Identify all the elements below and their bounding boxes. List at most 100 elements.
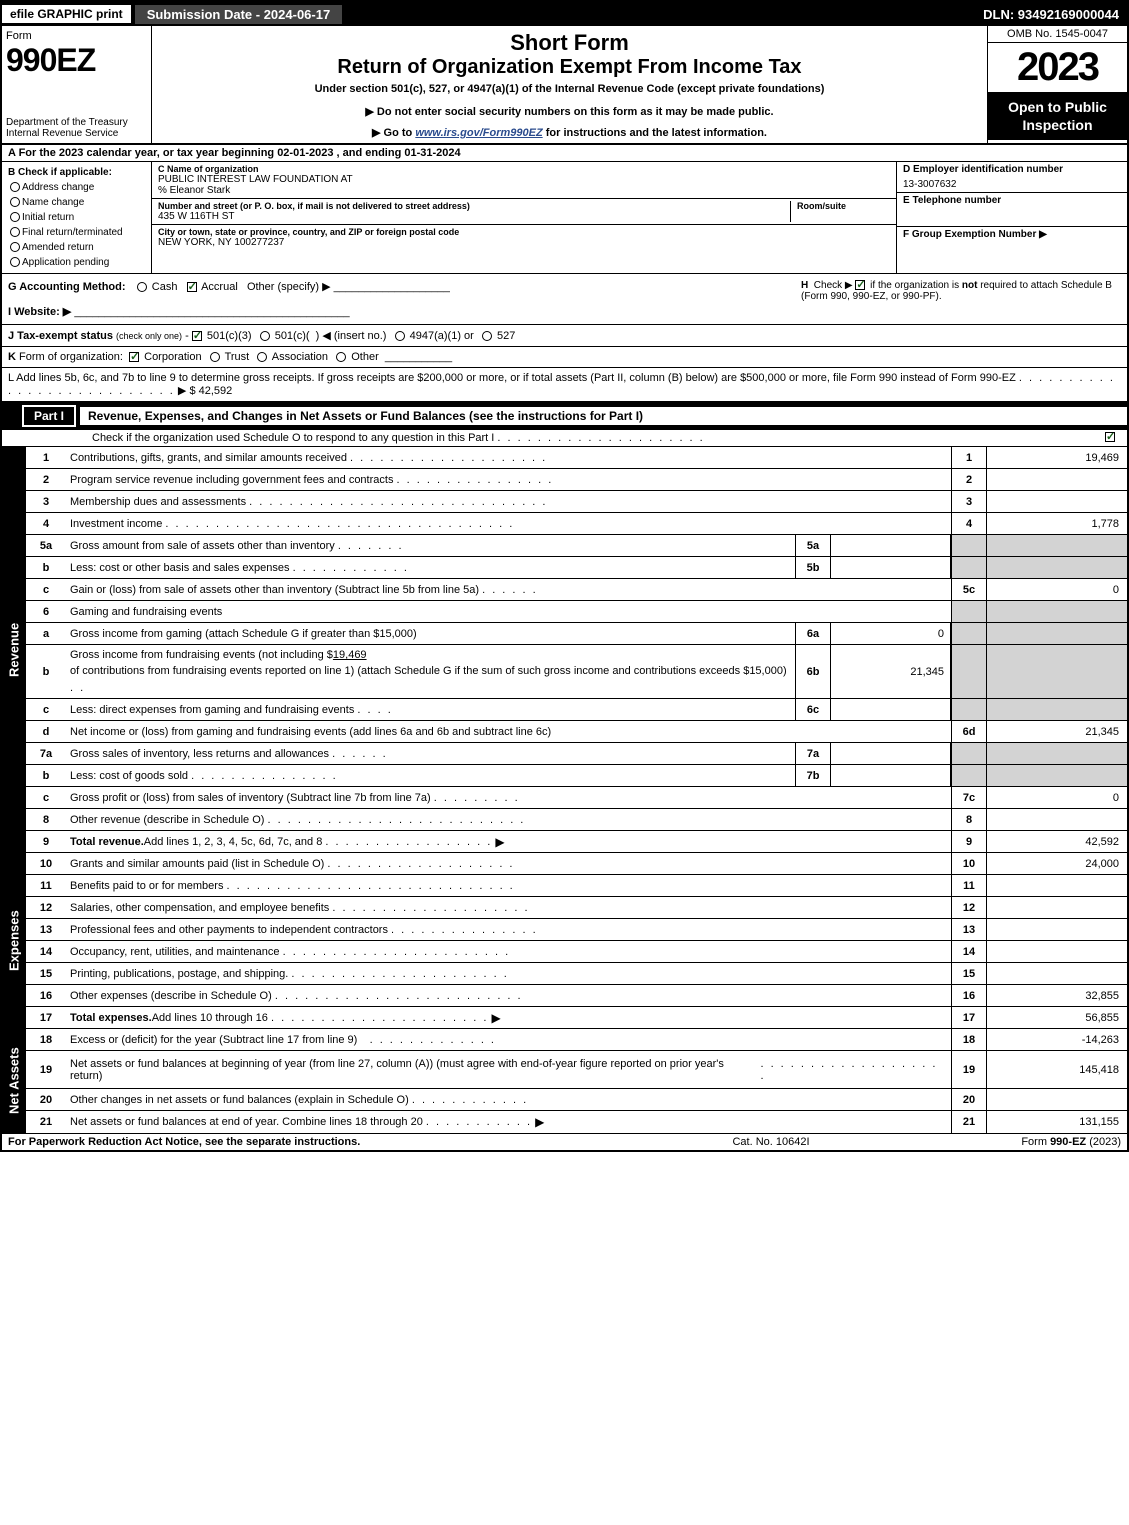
line-5a-subval	[831, 535, 951, 556]
application-pending-checkbox[interactable]	[10, 257, 20, 267]
line-6b-key-shade	[951, 645, 987, 698]
line-6c-key-shade	[951, 699, 987, 720]
form-number: 990EZ	[6, 42, 147, 79]
efile-print-button[interactable]: efile GRAPHIC print	[2, 5, 131, 23]
form-identifier: Form 990-EZ (2023)	[921, 1136, 1121, 1148]
c-name-label: C Name of organization	[158, 164, 890, 174]
line-7b: bLess: cost of goods sold . . . . . . . …	[26, 765, 1127, 787]
form-title-block: Short Form Return of Organization Exempt…	[152, 26, 987, 143]
501c-checkbox[interactable]	[260, 331, 270, 341]
line-7a-key-shade	[951, 743, 987, 764]
line-5b-num: b	[26, 557, 66, 578]
ein-value: 13-3007632	[897, 177, 1127, 192]
line-5c-num: c	[26, 579, 66, 600]
accrual-checkbox[interactable]	[187, 282, 197, 292]
address-change-checkbox[interactable]	[10, 182, 20, 192]
line-6b-val-shade	[987, 645, 1127, 698]
association-checkbox[interactable]	[257, 352, 267, 362]
cash-radio[interactable]	[137, 282, 147, 292]
line-6b: bGross income from fundraising events (n…	[26, 645, 1127, 699]
line-7c-num: c	[26, 787, 66, 808]
return-title: Return of Organization Exempt From Incom…	[160, 56, 979, 79]
line-6c-num: c	[26, 699, 66, 720]
line-16-val: 32,855	[987, 985, 1127, 1006]
line-15: 15Printing, publications, postage, and s…	[26, 963, 1127, 985]
line-21-desc: Net assets or fund balances at end of ye…	[70, 1116, 423, 1128]
line-6a-key-shade	[951, 623, 987, 644]
final-return-checkbox[interactable]	[10, 227, 20, 237]
section-b-checkboxes: B Check if applicable: Address change Na…	[2, 162, 152, 273]
line-5b: b Less: cost or other basis and sales exp…	[26, 557, 1127, 579]
line-16-num: 16	[26, 985, 66, 1006]
irs-link[interactable]: www.irs.gov/Form990EZ	[415, 127, 542, 139]
section-b-title: B Check if applicable:	[8, 167, 112, 178]
line-21-num: 21	[26, 1111, 66, 1133]
address-change-label: Address change	[22, 182, 94, 193]
line-18: 18Excess or (deficit) for the year (Subt…	[26, 1029, 1127, 1051]
line-5b-desc: Less: cost or other basis and sales expe…	[70, 562, 290, 574]
part-1-label: Part I	[22, 405, 76, 427]
line-6d-val: 21,345	[987, 721, 1127, 742]
line-8-key: 8	[951, 809, 987, 830]
initial-return-checkbox[interactable]	[10, 212, 20, 222]
line-17: 17Total expenses. Add lines 10 through 1…	[26, 1007, 1127, 1029]
line-4: 4Investment income . . . . . . . . . . .…	[26, 513, 1127, 535]
line-7a-subval	[831, 743, 951, 764]
part-1-checkbox[interactable]	[1105, 432, 1115, 442]
corporation-checkbox[interactable]	[129, 352, 139, 362]
line-4-key: 4	[951, 513, 987, 534]
amended-return-checkbox[interactable]	[10, 242, 20, 252]
line-20-desc: Other changes in net assets or fund bala…	[70, 1094, 409, 1106]
line-13: 13Professional fees and other payments t…	[26, 919, 1127, 941]
row-l-gross-receipts: L Add lines 5b, 6c, and 7b to line 9 to …	[2, 368, 1127, 402]
line-15-num: 15	[26, 963, 66, 984]
section-b-thru-f: B Check if applicable: Address change Na…	[2, 162, 1127, 274]
line-3: 3Membership dues and assessments . . . .…	[26, 491, 1127, 513]
line-20-key: 20	[951, 1089, 987, 1110]
501c3-checkbox[interactable]	[192, 331, 202, 341]
line-14-num: 14	[26, 941, 66, 962]
line-11-key: 11	[951, 875, 987, 896]
line-12-num: 12	[26, 897, 66, 918]
form-id-block: Form 990EZ Department of the Treasury In…	[2, 26, 152, 143]
line-21-key: 21	[951, 1111, 987, 1133]
4947-checkbox[interactable]	[395, 331, 405, 341]
line-1-desc: Contributions, gifts, grants, and simila…	[70, 452, 347, 464]
amended-return-label: Amended return	[22, 242, 94, 253]
form-word: Form	[6, 30, 147, 42]
form-990ez-page: efile GRAPHIC print Submission Date - 20…	[0, 0, 1129, 1152]
line-6-key-shade	[951, 601, 987, 622]
line-10: 10Grants and similar amounts paid (list …	[26, 853, 1127, 875]
line-6c: cLess: direct expenses from gaming and f…	[26, 699, 1127, 721]
line-4-val: 1,778	[987, 513, 1127, 534]
line-12-desc: Salaries, other compensation, and employ…	[70, 902, 329, 914]
line-7c: cGross profit or (loss) from sales of in…	[26, 787, 1127, 809]
527-checkbox[interactable]	[482, 331, 492, 341]
line-19-key: 19	[951, 1051, 987, 1088]
trust-checkbox[interactable]	[210, 352, 220, 362]
line-3-key: 3	[951, 491, 987, 512]
goto-pre: ▶ Go to	[372, 127, 415, 139]
line-6b-subval: 21,345	[831, 645, 951, 698]
line-13-key: 13	[951, 919, 987, 940]
other-org-checkbox[interactable]	[336, 352, 346, 362]
line-7a: 7aGross sales of inventory, less returns…	[26, 743, 1127, 765]
line-1-val: 19,469	[987, 447, 1127, 468]
line-13-num: 13	[26, 919, 66, 940]
line-5a-val-shade	[987, 535, 1127, 556]
net-assets-sidelabel: Net Assets	[2, 1029, 26, 1133]
d-ein-label: D Employer identification number	[903, 164, 1063, 175]
line-15-key: 15	[951, 963, 987, 984]
line-17-val: 56,855	[987, 1007, 1127, 1028]
line-5c-key: 5c	[951, 579, 987, 600]
line-20-num: 20	[26, 1089, 66, 1110]
name-change-checkbox[interactable]	[10, 197, 20, 207]
line-6-desc: Gaming and fundraising events	[70, 606, 222, 618]
line-6a-desc: Gross income from gaming (attach Schedul…	[70, 628, 417, 640]
line-7b-val-shade	[987, 765, 1127, 786]
row-a-tax-year: A For the 2023 calendar year, or tax yea…	[2, 145, 1127, 162]
line-6b-contrib-amount: 19,469	[333, 649, 367, 661]
line-11-num: 11	[26, 875, 66, 896]
line-4-desc: Investment income	[70, 518, 162, 530]
h-checkbox[interactable]	[855, 280, 865, 290]
